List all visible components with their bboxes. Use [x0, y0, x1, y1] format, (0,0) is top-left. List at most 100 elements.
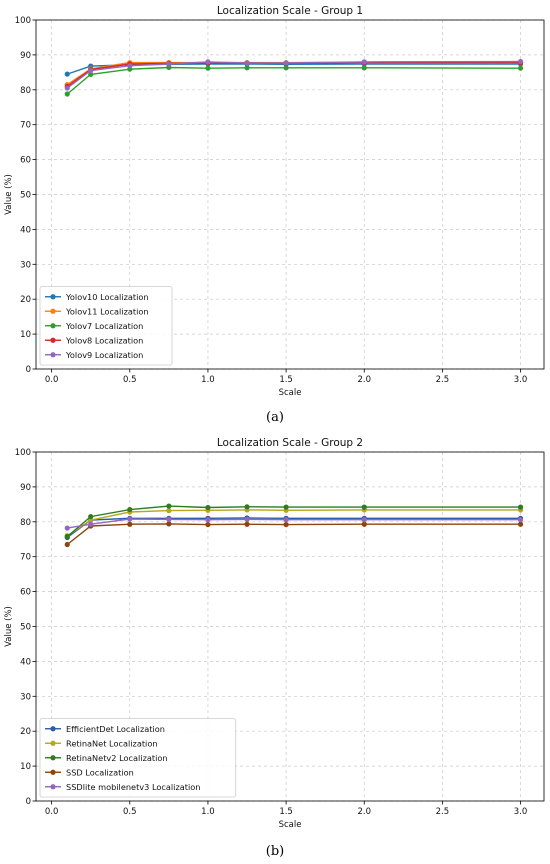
c2-series-line-1 — [66, 509, 521, 537]
c2-legend-box — [39, 718, 237, 798]
c2-series-2-point-2 — [127, 506, 133, 513]
c2-series-2-point-8 — [517, 504, 524, 510]
c2-legend-label-3: SSD Localization — [66, 767, 134, 777]
c1-legend-label-2: Yolov7 Localization — [65, 321, 143, 331]
chart-group-1: Localization Scale - Group 1 0.0 0.5 1.0 1.5… — [0, 0, 550, 402]
c2-ytick-label-6: 60 — [20, 588, 31, 598]
c1-ytick-label-7: 70 — [20, 121, 31, 131]
c2-series-line-0 — [66, 517, 521, 539]
caption-b: (b) — [265, 844, 285, 859]
c1-ytick-label-3: 30 — [20, 260, 31, 270]
c2-ytick-label-4: 40 — [20, 657, 31, 667]
c1-series-4-point-7 — [361, 59, 367, 65]
c1-series-2-point-1 — [88, 71, 94, 78]
c2-series-4-point-3 — [166, 516, 172, 522]
c1-x-axis-label: Scale — [279, 388, 302, 398]
c2-legend-marker-2 — [50, 755, 56, 761]
c1-series-4-point-2 — [127, 63, 133, 69]
c1-legend-marker-2 — [50, 323, 56, 329]
c2-series-4-point-0 — [64, 525, 70, 531]
c1-series-4-point-0 — [64, 85, 70, 91]
c2-xtick-label-4: 2.0 — [357, 807, 371, 817]
c1-legend-marker-1 — [50, 308, 56, 314]
c1-series-line-4 — [66, 60, 521, 89]
c2-series-2-point-0 — [64, 533, 70, 540]
c2-xtick-label-3: 1.5 — [279, 807, 293, 817]
chart-group-2: Localization Scale - Group 2 0.0 0.5 1.0 1.5… — [0, 432, 550, 834]
c2-xtick-label-0: 0.0 — [45, 807, 59, 817]
c2-series-4-point-2 — [127, 516, 133, 522]
c2-legend-marker-3 — [50, 769, 56, 775]
c1-legend-box — [39, 286, 173, 366]
c2-xtick-label-5: 2.5 — [436, 807, 450, 817]
c1-ytick-label-2: 20 — [20, 295, 31, 305]
c2-x-axis-label: Scale — [279, 820, 302, 830]
c2-series-2-point-5 — [244, 504, 250, 510]
c2-series-3-point-6 — [283, 521, 289, 528]
c1-ytick-label-6: 60 — [20, 156, 31, 166]
c1-series-2-point-6 — [283, 65, 289, 71]
c1-series-2-point-0 — [64, 91, 70, 97]
c1-ytick-label-1: 10 — [20, 330, 31, 340]
c2-series-3-point-4 — [205, 521, 211, 528]
c2-series-1-point-3 — [166, 508, 172, 514]
c2-series-4-point-1 — [88, 521, 94, 527]
chart-group-2-svg: Localization Scale - Group 2 0.0 0.5 1.0 1.5… — [4, 437, 545, 830]
c1-ytick-label-8: 80 — [20, 86, 31, 96]
c2-xtick-label-2: 1.0 — [201, 807, 215, 817]
c1-ytick-label-4: 40 — [20, 225, 31, 235]
c1-y-axis-label: Value (%) — [4, 174, 14, 215]
c2-ytick-label-2: 20 — [20, 727, 31, 737]
c2-series-4-point-6 — [283, 517, 289, 523]
c2-series-3-point-3 — [166, 521, 172, 527]
c2-legend-marker-4 — [50, 784, 56, 790]
c2-xtick-label-6: 3.0 — [514, 807, 528, 817]
c1-ytick-label-5: 50 — [20, 191, 31, 201]
c2-series-3-point-8 — [517, 521, 524, 527]
c2-legend-marker-1 — [50, 740, 56, 746]
c1-xtick-label-3: 1.5 — [279, 375, 293, 385]
c1-xtick-label-6: 3.0 — [514, 375, 528, 385]
c2-ytick-label-3: 30 — [20, 692, 31, 702]
c1-xtick-label-2: 1.0 — [201, 375, 215, 385]
c2-series-3-point-2 — [127, 521, 133, 527]
c2-series-2-point-4 — [205, 504, 211, 511]
c2-legend-label-0: EfficientDet Localization — [66, 724, 165, 734]
c1-xtick-label-5: 2.5 — [436, 375, 450, 385]
c1-xtick-label-1: 0.5 — [123, 375, 137, 385]
c2-ytick-label-9: 90 — [20, 483, 31, 493]
c2-series-2-point-3 — [166, 503, 172, 509]
c1-legend-marker-4 — [50, 352, 56, 358]
c2-ytick-label-1: 10 — [20, 762, 31, 772]
c1-ytick-label-0: 0 — [26, 365, 31, 375]
c1-series-4-point-6 — [283, 60, 289, 66]
c1-ytick-label-9: 90 — [20, 51, 31, 61]
c2-title: Localization Scale - Group 2 — [217, 437, 363, 449]
c2-series-2-point-6 — [283, 504, 289, 510]
c1-series-0-point-0 — [64, 71, 70, 77]
c1-series-4-point-8 — [517, 58, 524, 65]
c1-series-2-point-5 — [244, 65, 250, 71]
c2-ytick-label-10: 100 — [15, 448, 31, 458]
c2-series-line-3 — [66, 523, 521, 546]
c1-title: Localization Scale - Group 1 — [217, 5, 363, 17]
c1-xtick-label-4: 2.0 — [357, 375, 371, 385]
caption-a: (a) — [266, 410, 284, 425]
c1-legend-marker-3 — [50, 337, 56, 343]
c1-series-4-point-5 — [244, 60, 250, 66]
c1-series-2-point-4 — [205, 65, 211, 71]
c2-series-3-point-7 — [361, 521, 367, 527]
c2-legend-marker-0 — [50, 726, 56, 732]
c2-series-4-point-8 — [517, 517, 524, 523]
c1-ytick-label-10: 100 — [15, 16, 31, 26]
c2-xtick-label-1: 0.5 — [123, 807, 137, 817]
c1-series-4-point-4 — [205, 59, 211, 65]
c1-series-2-point-8 — [517, 65, 524, 71]
c2-y-axis-label: Value (%) — [4, 606, 14, 647]
c2-series-3-point-0 — [64, 541, 70, 548]
c2-legend-label-4: SSDlite mobilenetv3 Localization — [66, 782, 200, 792]
c2-ytick-label-8: 80 — [20, 518, 31, 528]
c1-legend-marker-0 — [50, 294, 56, 300]
c2-series-4-point-4 — [205, 517, 211, 523]
c2-ytick-label-5: 50 — [20, 623, 31, 633]
